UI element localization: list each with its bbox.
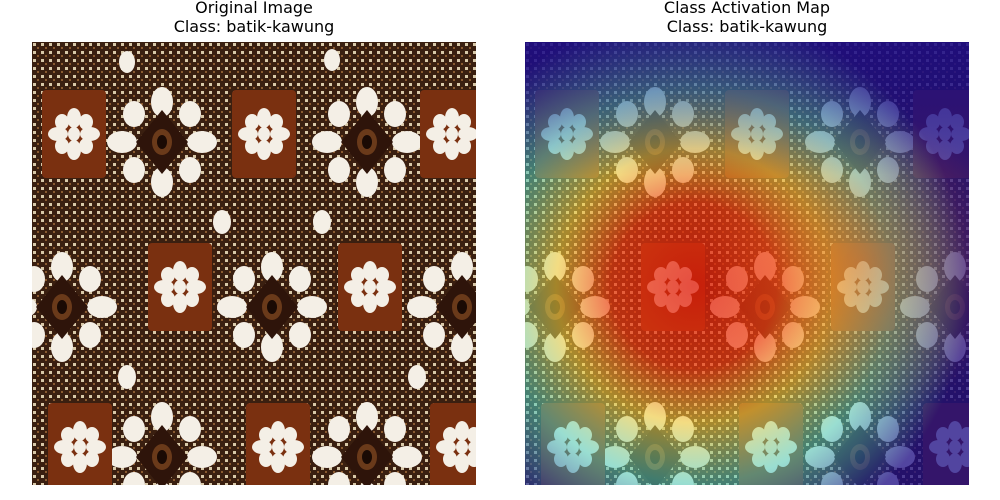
original-image-panel: Original Image Class: batik-kawung: [32, 0, 476, 500]
panel-class-label: Class: batik-kawung: [173, 17, 335, 36]
panel-title: Original Image: [195, 0, 313, 17]
panel-title: Class Activation Map: [663, 0, 831, 17]
panel-class-label: Class: batik-kawung: [666, 17, 828, 36]
activation-map-panel: Class Activation Map Class: batik-kawung: [525, 0, 969, 500]
original-image: [32, 42, 476, 485]
activation-map-image: [525, 42, 969, 485]
